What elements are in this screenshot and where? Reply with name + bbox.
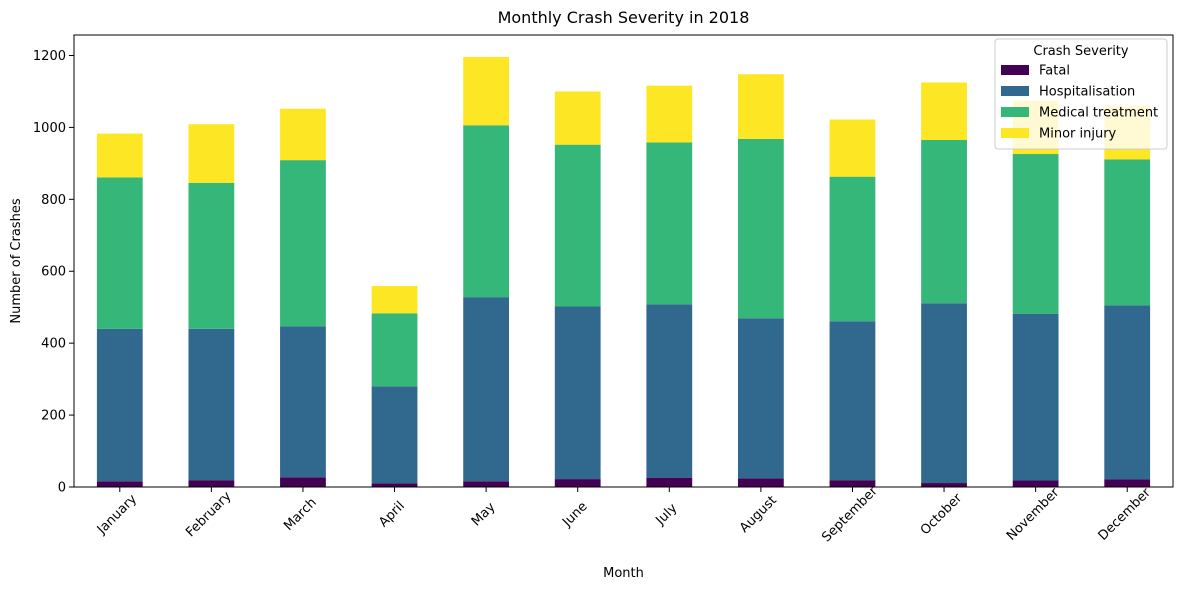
legend-label-hospitalisation: Hospitalisation bbox=[1039, 85, 1135, 100]
bar-segment-august-fatal bbox=[737, 478, 784, 487]
bar-segment-may-fatal bbox=[463, 481, 510, 487]
bar-segment-june-medical-treatment bbox=[554, 144, 601, 307]
plot-frame bbox=[73, 34, 1174, 488]
bar-segment-april-hospitalisation bbox=[371, 386, 418, 484]
bar-segment-august-minor-injury bbox=[737, 74, 784, 139]
y-tick-label: 1200 bbox=[33, 49, 66, 64]
bar-segment-may-minor-injury bbox=[463, 56, 510, 126]
bar-segment-december-fatal bbox=[1104, 479, 1151, 487]
bar-segment-january-medical-treatment bbox=[96, 177, 143, 329]
bar-segment-april-fatal bbox=[371, 483, 418, 487]
legend-title: Crash Severity bbox=[1033, 44, 1129, 59]
bar-segment-september-minor-injury bbox=[829, 119, 876, 177]
bar-segment-november-fatal bbox=[1012, 480, 1059, 487]
bar-segment-january-hospitalisation bbox=[96, 328, 143, 482]
y-tick-label: 800 bbox=[41, 193, 66, 208]
bar-segment-july-fatal bbox=[646, 477, 693, 487]
legend-swatch-medical-treatment bbox=[1001, 107, 1029, 117]
y-tick-label: 0 bbox=[58, 481, 66, 496]
y-tick-label: 600 bbox=[41, 265, 66, 280]
bar-segment-november-medical-treatment bbox=[1012, 154, 1059, 314]
legend-swatch-fatal bbox=[1001, 65, 1029, 75]
legend-swatch-hospitalisation bbox=[1001, 86, 1029, 96]
legend: Crash Severity Fatal Hospitalisation Medica… bbox=[994, 38, 1168, 150]
plot-area bbox=[74, 35, 1173, 487]
legend-label-fatal: Fatal bbox=[1039, 64, 1070, 79]
bar-segment-september-fatal bbox=[829, 480, 876, 487]
bar-segment-july-minor-injury bbox=[646, 85, 693, 143]
bar-segment-march-medical-treatment bbox=[280, 160, 326, 327]
legend-label-medical-treatment: Medical treatment bbox=[1039, 106, 1158, 121]
bar-segment-january-fatal bbox=[96, 481, 143, 487]
bar-segment-april-minor-injury bbox=[371, 285, 418, 314]
y-tick-label: 400 bbox=[41, 337, 66, 352]
bar-segment-july-hospitalisation bbox=[646, 304, 693, 478]
bar-segment-october-hospitalisation bbox=[921, 303, 967, 484]
bar-segment-march-minor-injury bbox=[280, 108, 326, 161]
bar-segment-december-hospitalisation bbox=[1104, 305, 1151, 480]
bar-segment-october-medical-treatment bbox=[921, 140, 967, 304]
bar-segment-june-minor-injury bbox=[554, 91, 601, 145]
bar-segment-february-hospitalisation bbox=[188, 328, 235, 481]
bar-segment-march-hospitalisation bbox=[280, 326, 326, 478]
bar-segment-october-fatal bbox=[921, 483, 967, 487]
bar-segment-january-minor-injury bbox=[96, 133, 143, 178]
x-axis-title: Month bbox=[603, 566, 644, 581]
bar-segment-february-minor-injury bbox=[188, 124, 235, 183]
bar-segment-february-medical-treatment bbox=[188, 182, 235, 329]
bar-segment-september-medical-treatment bbox=[829, 176, 876, 322]
bar-segment-june-hospitalisation bbox=[554, 306, 601, 480]
bar-segment-may-medical-treatment bbox=[463, 125, 510, 298]
bar-segment-february-fatal bbox=[188, 480, 235, 487]
bar-segment-september-hospitalisation bbox=[829, 321, 876, 481]
y-tick-label: 200 bbox=[41, 409, 66, 424]
legend-swatch-minor-injury bbox=[1001, 128, 1029, 138]
y-tick-label: 1000 bbox=[33, 121, 66, 136]
y-axis-title: Number of Crashes bbox=[9, 198, 24, 323]
bar-segment-october-minor-injury bbox=[921, 82, 967, 140]
chart-title: Monthly Crash Severity in 2018 bbox=[498, 8, 750, 27]
bar-segment-august-medical-treatment bbox=[737, 138, 784, 319]
bar-segment-august-hospitalisation bbox=[737, 318, 784, 479]
bar-segment-november-hospitalisation bbox=[1012, 313, 1059, 481]
bar-segment-march-fatal bbox=[280, 477, 326, 487]
legend-box bbox=[994, 38, 1168, 150]
bar-segment-july-medical-treatment bbox=[646, 142, 693, 305]
bar-segment-december-medical-treatment bbox=[1104, 159, 1151, 306]
legend-label-minor-injury: Minor injury bbox=[1039, 127, 1117, 142]
bar-segment-june-fatal bbox=[554, 479, 601, 487]
bar-segment-april-medical-treatment bbox=[371, 313, 418, 387]
bar-segment-may-hospitalisation bbox=[463, 297, 510, 482]
bars-layer bbox=[96, 56, 1151, 487]
